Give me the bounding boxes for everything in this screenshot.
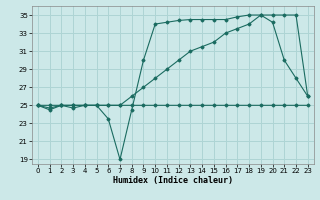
X-axis label: Humidex (Indice chaleur): Humidex (Indice chaleur) xyxy=(113,176,233,185)
